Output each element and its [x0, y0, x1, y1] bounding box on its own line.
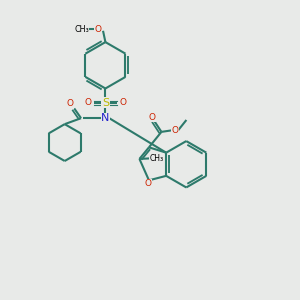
Text: O: O: [95, 25, 102, 34]
Text: O: O: [172, 126, 179, 135]
Text: CH₃: CH₃: [74, 25, 89, 34]
Text: O: O: [67, 99, 73, 108]
Text: O: O: [84, 98, 92, 107]
Text: CH₃: CH₃: [150, 154, 164, 163]
Text: S: S: [102, 98, 109, 108]
Text: O: O: [148, 112, 155, 122]
Text: O: O: [119, 98, 127, 107]
Text: N: N: [101, 113, 110, 123]
Text: O: O: [145, 179, 152, 188]
